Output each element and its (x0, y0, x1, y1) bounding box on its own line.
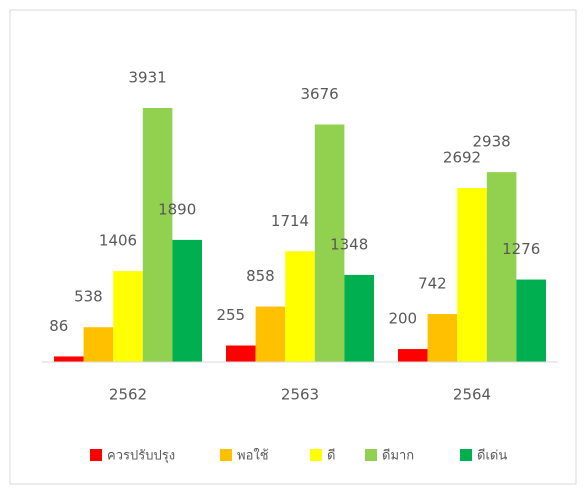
bar (486, 172, 517, 362)
bar (516, 279, 546, 362)
legend-swatch (365, 449, 377, 461)
data-label: 1890 (158, 200, 196, 218)
data-label: 200 (388, 310, 417, 328)
data-label: 538 (74, 288, 103, 306)
data-label: 2692 (443, 149, 481, 167)
x-tick-label: 2563 (281, 386, 319, 404)
data-label: 3676 (301, 85, 339, 103)
data-label: 3931 (129, 69, 167, 87)
data-label: 1714 (271, 212, 309, 230)
bar (427, 314, 458, 362)
bar (113, 271, 143, 362)
bar (285, 251, 315, 362)
legend-label: ควรปรับปรุง (107, 449, 175, 464)
legend-label: ดีเด่น (477, 448, 507, 464)
legend-swatch (90, 449, 102, 461)
x-tick-label: 2564 (453, 386, 491, 404)
data-label: 1348 (330, 235, 368, 253)
legend-swatch (460, 449, 472, 461)
bar (255, 306, 286, 362)
legend-label: ดี (327, 448, 335, 464)
legend-swatch (310, 449, 322, 461)
bar (172, 239, 202, 362)
data-label: 1406 (99, 232, 137, 250)
legend-label: พอใช้ (237, 448, 269, 464)
bar (344, 274, 374, 362)
data-label: 858 (246, 267, 275, 285)
legend-swatch (220, 449, 232, 461)
data-label: 86 (49, 317, 68, 335)
bar (142, 108, 173, 362)
bar (83, 327, 114, 362)
data-label: 1276 (502, 240, 540, 258)
x-tick-label: 2562 (109, 386, 147, 404)
data-label: 2938 (473, 133, 511, 151)
bar (398, 349, 428, 362)
data-label: 742 (418, 275, 447, 293)
bar (457, 188, 487, 362)
bar (226, 345, 256, 362)
bar (54, 356, 84, 362)
legend-label: ดีมาก (382, 448, 414, 464)
bar (314, 124, 345, 363)
data-label: 255 (216, 306, 245, 324)
